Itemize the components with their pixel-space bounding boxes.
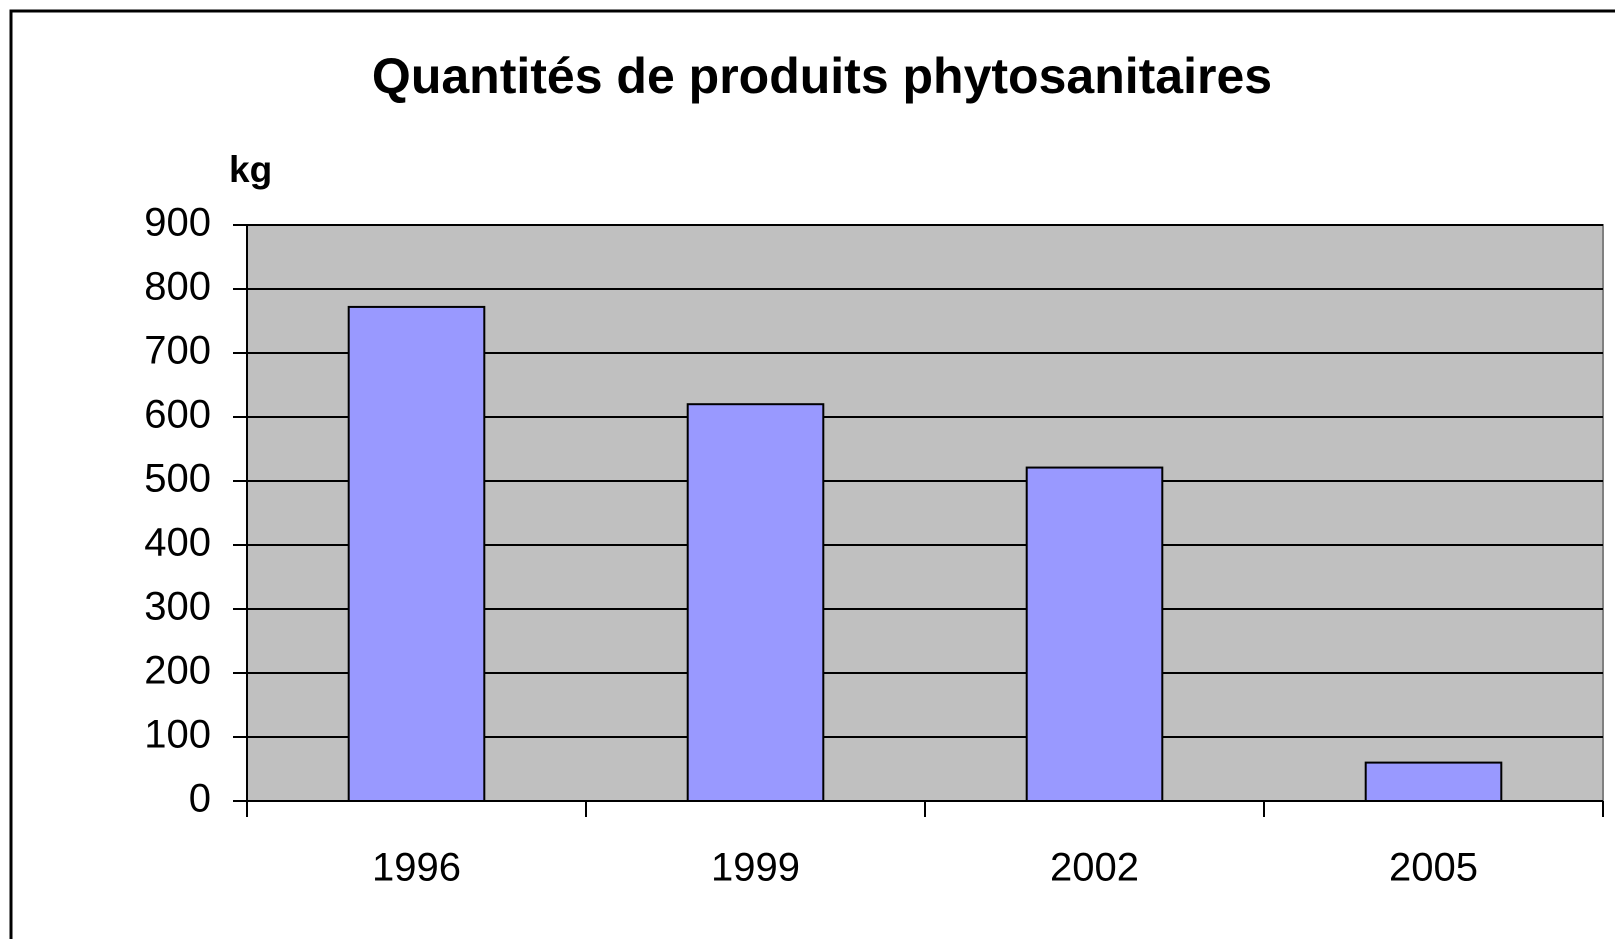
y-tick-label: 600 [144,393,211,437]
y-tick-label: 300 [144,585,211,629]
chart-title: Quantités de produits phytosanitaires [372,48,1272,104]
y-tick-label: 900 [144,201,211,245]
x-tick-label: 2005 [1389,846,1478,890]
bar [686,403,825,802]
bar [347,305,486,802]
bar [1364,761,1503,802]
y-tick-label: 200 [144,649,211,693]
bar [1025,466,1164,802]
x-tick-label: 1996 [372,846,461,890]
y-tick-label: 400 [144,521,211,565]
y-tick-label: 100 [144,713,211,757]
x-tick-label: 1999 [711,846,800,890]
y-tick-label: 700 [144,329,211,373]
y-tick-label: 0 [189,777,211,821]
y-tick-label: 800 [144,265,211,309]
y-tick-label: 500 [144,457,211,501]
y-axis-label: kg [229,149,272,190]
x-tick-label: 2002 [1050,846,1139,890]
